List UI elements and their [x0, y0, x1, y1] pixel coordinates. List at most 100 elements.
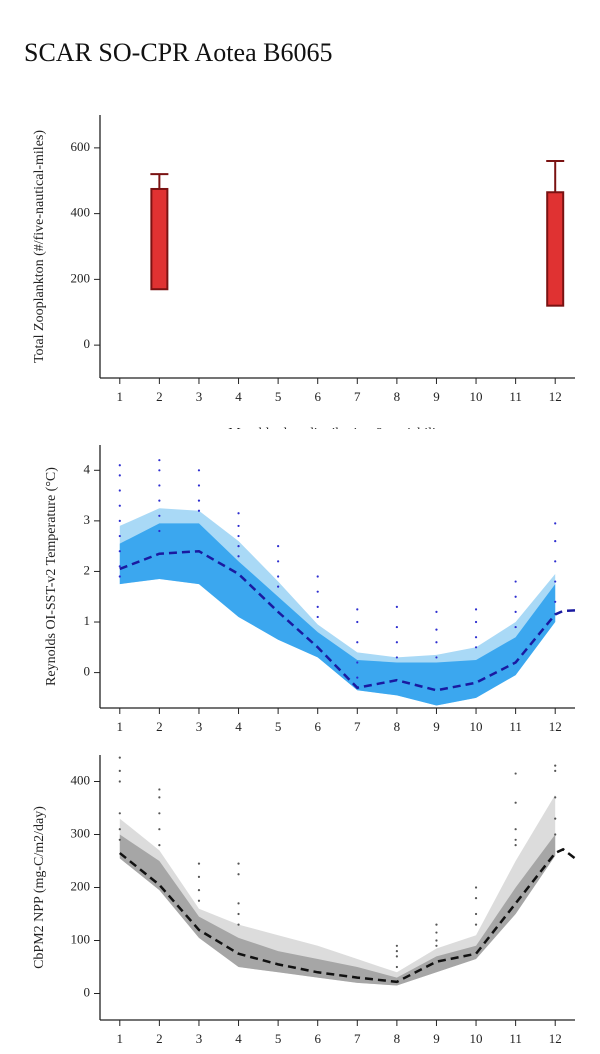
point — [554, 764, 557, 767]
point — [395, 955, 398, 958]
point — [237, 524, 240, 528]
point — [158, 788, 161, 791]
y-tick-label: 0 — [84, 336, 91, 351]
point — [554, 833, 557, 836]
x-tick-label: 1 — [117, 1031, 124, 1046]
point — [118, 489, 121, 492]
x-tick-label: 7 — [354, 719, 361, 734]
y-tick-label: 0 — [84, 984, 91, 999]
x-tick-label: 11 — [509, 389, 522, 404]
point — [277, 585, 280, 588]
point — [158, 484, 161, 487]
point — [395, 625, 398, 629]
point — [158, 529, 161, 533]
point — [237, 902, 240, 905]
point — [158, 796, 161, 799]
point — [316, 590, 319, 593]
point — [197, 875, 201, 879]
point — [435, 641, 438, 644]
point — [197, 499, 201, 502]
point — [118, 550, 121, 553]
point — [158, 812, 161, 815]
y-tick-label: 4 — [84, 461, 91, 476]
point — [514, 580, 517, 583]
point — [395, 950, 398, 953]
x-tick-label: 9 — [433, 1031, 440, 1046]
x-tick-label: 8 — [394, 1031, 401, 1046]
x-tick-label: 8 — [394, 719, 401, 734]
point — [435, 923, 438, 926]
point — [237, 862, 240, 865]
x-tick-label: 4 — [235, 719, 242, 734]
x-tick-label: 12 — [549, 1031, 562, 1046]
point — [118, 464, 121, 467]
x-tick-label: 12 — [549, 719, 562, 734]
point — [197, 862, 201, 865]
point — [237, 534, 240, 538]
point — [158, 469, 161, 472]
x-tick-label: 11 — [509, 1031, 522, 1046]
y-axis-label: Total Zooplankton (#/five-nautical-miles… — [32, 130, 47, 363]
x-tick-label: 6 — [314, 1031, 321, 1046]
point — [395, 641, 398, 644]
point — [118, 828, 121, 831]
mean-line — [119, 549, 576, 692]
x-tick-label: 10 — [470, 719, 483, 734]
point — [118, 780, 121, 783]
y-tick-label: 300 — [71, 825, 91, 840]
bar — [150, 187, 169, 291]
x-tick-label: 12 — [549, 389, 562, 404]
x-tick-label: 2 — [156, 389, 163, 404]
point — [435, 939, 438, 942]
point — [158, 514, 161, 517]
point — [474, 912, 478, 916]
point — [514, 844, 517, 847]
point — [514, 828, 517, 831]
x-tick-label: 7 — [354, 1031, 361, 1046]
x-tick-label: 4 — [235, 389, 242, 404]
y-tick-label: 600 — [71, 139, 91, 154]
point — [514, 772, 517, 775]
point — [197, 889, 201, 892]
point — [237, 555, 240, 558]
x-tick-label: 9 — [433, 389, 440, 404]
point — [554, 560, 557, 563]
y-tick-label: 400 — [71, 772, 91, 787]
point — [356, 620, 359, 624]
point — [474, 636, 478, 639]
point — [514, 595, 517, 598]
point — [237, 873, 240, 876]
point — [356, 641, 359, 644]
x-tick-label: 10 — [470, 1031, 483, 1046]
point — [118, 474, 121, 477]
point — [435, 944, 438, 947]
point — [118, 565, 121, 568]
point — [395, 944, 398, 947]
point — [395, 605, 398, 608]
x-tick-label: 2 — [156, 719, 163, 734]
point — [118, 575, 121, 578]
point — [118, 504, 121, 507]
point — [474, 608, 478, 611]
point — [356, 661, 359, 664]
x-tick-label: 1 — [117, 719, 124, 734]
point — [277, 575, 280, 578]
point — [554, 580, 557, 583]
mean-line — [119, 847, 576, 984]
point — [158, 828, 161, 831]
point — [435, 628, 438, 631]
y-tick-label: 400 — [71, 205, 91, 220]
x-tick-label: 5 — [275, 389, 282, 404]
point — [474, 886, 478, 889]
point — [435, 656, 438, 659]
point — [514, 838, 517, 841]
x-tick-label: 4 — [235, 1031, 242, 1046]
x-tick-label: 6 — [314, 719, 321, 734]
y-axis-label: Reynolds OI-SST-v2 Temperature (°C) — [44, 467, 59, 686]
point — [474, 923, 478, 926]
page-title: SCAR SO-CPR Aotea B6065 — [24, 38, 332, 67]
y-tick-label: 200 — [71, 878, 91, 893]
point — [395, 965, 398, 969]
x-tick-label: 5 — [275, 719, 282, 734]
point — [277, 545, 280, 548]
